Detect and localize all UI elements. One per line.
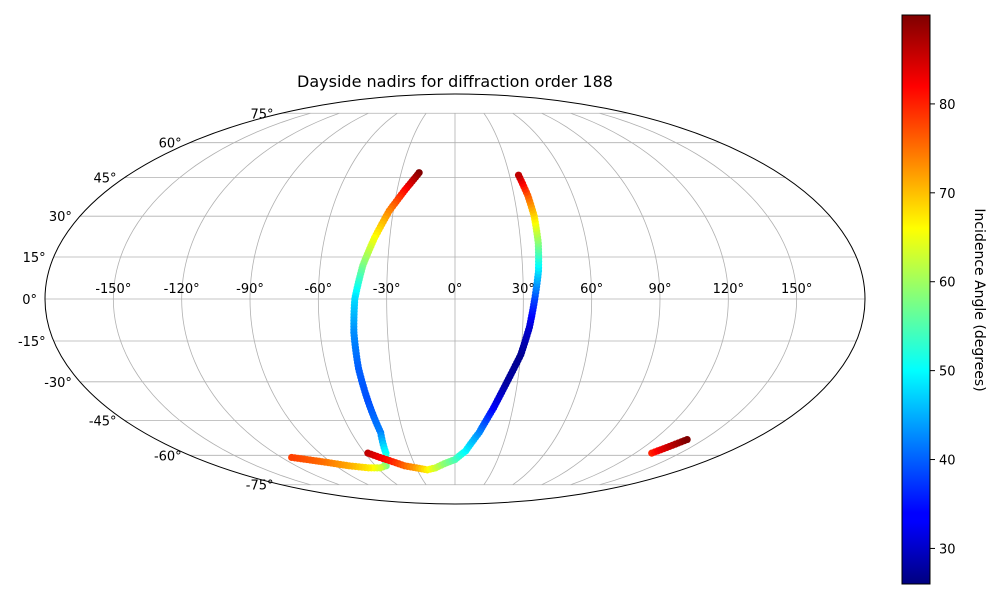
latitude-tick-label: -30°: [44, 376, 72, 391]
longitude-tick-label: -60°: [304, 282, 332, 297]
nadir-point: [288, 453, 296, 462]
colorbar-tick-label: 30: [939, 542, 956, 557]
latitude-tick-label: 45°: [94, 172, 117, 187]
meridian-line: [317, 112, 398, 486]
colorbar: [901, 14, 931, 585]
nadir-point: [683, 435, 691, 444]
graticule: [45, 112, 865, 486]
meridian-line: [483, 113, 524, 485]
longitude-tick-labels: -150° -120° -90° -60° -30° 0° 30° 60° 90° 120° 150…: [95, 282, 812, 297]
colorbar-tick-label: 50: [939, 365, 956, 380]
meridian-line: [512, 112, 593, 486]
colorbar-tick-label: 60: [939, 276, 956, 291]
longitude-tick-label: 90°: [648, 282, 671, 297]
meridian-line: [112, 112, 311, 486]
latitude-tick-labels: -75° -60° -45° -30° -15° 0° 15° 30° 45° 60° 75°: [18, 107, 274, 493]
longitude-tick-label: -150°: [95, 282, 131, 297]
latitude-tick-label: -45°: [89, 414, 117, 429]
colorbar-label: Incidence Angle (degrees): [971, 208, 987, 391]
longitude-tick-label: -120°: [164, 282, 200, 297]
latitude-tick-label: -75°: [246, 479, 274, 494]
meridian-line: [570, 112, 729, 486]
longitude-tick-label: 30°: [512, 282, 535, 297]
latitude-tick-label: 30°: [49, 210, 72, 225]
data-points: [288, 169, 691, 474]
latitude-tick-label: 75°: [250, 107, 273, 122]
latitude-tick-label: -60°: [154, 449, 182, 464]
meridian-line: [541, 112, 661, 486]
latitude-tick-label: -15°: [18, 335, 46, 350]
meridian-line: [249, 112, 369, 486]
longitude-tick-label: 0°: [448, 282, 463, 297]
colorbar-tick-label: 40: [939, 454, 956, 469]
longitude-tick-label: 60°: [580, 282, 603, 297]
meridian-line: [386, 113, 427, 485]
longitude-tick-label: 120°: [713, 282, 744, 297]
latitude-tick-label: 0°: [22, 293, 37, 308]
map-boundary: [44, 93, 866, 505]
latitude-tick-label: 60°: [159, 137, 182, 152]
longitude-tick-label: 150°: [781, 282, 812, 297]
colorbar-ticks: 30 40 50 60 70 80: [930, 98, 956, 557]
meridian-line: [599, 112, 798, 486]
chart-title: Dayside nadirs for diffraction order 188: [297, 72, 613, 91]
colorbar-tick-label: 80: [939, 98, 956, 113]
longitude-tick-label: -90°: [236, 282, 264, 297]
latitude-tick-label: 15°: [23, 251, 46, 266]
colorbar-tick-label: 70: [939, 187, 956, 202]
nadir-point: [514, 171, 523, 179]
meridian-line: [181, 112, 340, 486]
longitude-tick-label: -30°: [373, 282, 401, 297]
